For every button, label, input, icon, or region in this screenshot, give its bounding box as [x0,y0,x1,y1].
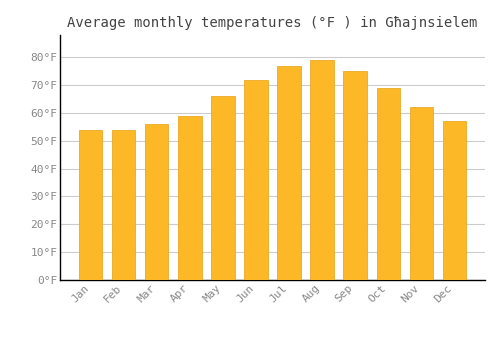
Bar [212,96,234,280]
Bar [278,66,300,280]
Bar [146,124,169,280]
Bar [410,107,432,280]
Title: Average monthly temperatures (°F ) in Għajnsielem: Average monthly temperatures (°F ) in Għ… [68,16,478,30]
Bar [112,130,136,280]
Bar [344,71,366,280]
Bar [376,88,400,280]
Bar [442,121,466,280]
Bar [80,130,102,280]
Bar [310,60,334,280]
Bar [244,79,268,280]
Bar [178,116,202,280]
